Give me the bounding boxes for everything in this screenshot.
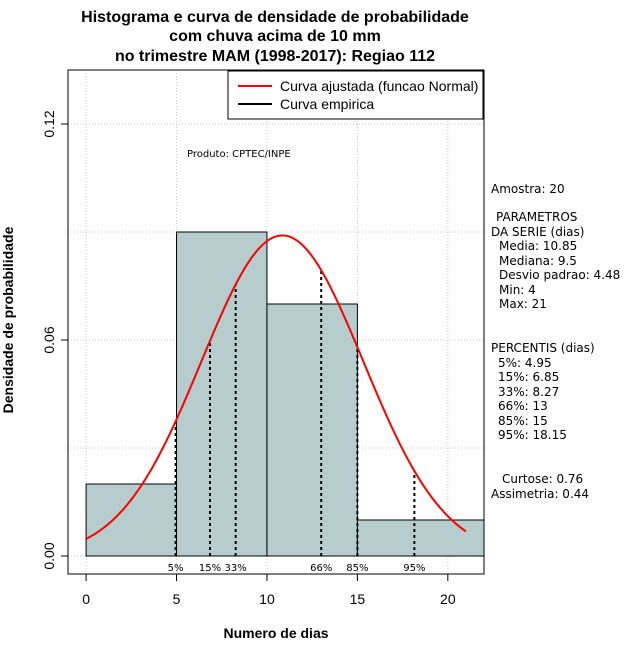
perc-5: 5%: 4.95: [498, 356, 552, 370]
chart-title-line-1: Histograma e curva de densidade de proba…: [81, 9, 469, 26]
percentile-label: 33%: [225, 563, 247, 574]
x-tick-label: 20: [440, 591, 456, 607]
x-tick-label: 10: [259, 591, 275, 607]
y-tick-label: 0.00: [41, 542, 57, 569]
perc-85: 85%: 15: [498, 414, 548, 428]
legend: Curva ajustada (funcao Normal) Curva emp…: [227, 70, 484, 120]
normal-curve: [85, 234, 467, 540]
param-min: Min: 4: [499, 283, 536, 297]
x-axis-label: Numero de dias: [223, 625, 328, 641]
percentile-label: 85%: [346, 563, 368, 574]
chart-title-line-2: com chuva acima de 10 mm: [169, 28, 381, 45]
y-axis-label: Densidade de probabilidade: [0, 226, 16, 413]
percentile-markers: 5% 15% 33% 66% 85% 95%: [168, 270, 425, 574]
x-tick-label: 5: [173, 591, 181, 607]
sample-size: Amostra: 20: [491, 182, 565, 196]
params-title-1: PARAMETROS: [496, 210, 577, 224]
skewness: Assimetria: 0.44: [491, 487, 589, 501]
percentile-label: 95%: [403, 563, 425, 574]
histogram-bar: [85, 483, 178, 557]
param-desvio: Desvio padrao: 4.48: [499, 268, 620, 282]
histogram-bar: [356, 519, 485, 557]
percentile-label: 15%: [199, 563, 221, 574]
param-mediana: Mediana: 9.5: [499, 254, 577, 268]
legend-label-empirical: Curva empirica: [280, 96, 374, 112]
x-tick-label: 15: [350, 591, 366, 607]
x-tick-label: 0: [82, 591, 90, 607]
param-media: Media: 10.85: [499, 239, 577, 253]
percentile-label: 66%: [310, 563, 332, 574]
chart-title-line-3: no trimestre MAM (1998-2017): Regiao 112: [115, 48, 435, 65]
credit-text: Produto: CPTEC/INPE: [187, 149, 291, 160]
legend-label-normal: Curva ajustada (funcao Normal): [280, 78, 478, 94]
legend-box: [227, 70, 484, 120]
param-max: Max: 21: [499, 297, 547, 311]
histogram-bar: [176, 231, 268, 557]
perc-33: 33%: 8.27: [498, 385, 559, 399]
perc-95: 95%: 18.15: [498, 428, 567, 442]
params-title-2: DA SERIE (dias): [491, 225, 584, 239]
perc-66: 66%: 13: [498, 399, 548, 413]
histogram-bar: [266, 303, 358, 557]
plot-frame: [67, 69, 485, 575]
stats-panel: Amostra: 20 PARAMETROS DA SERIE (dias) M…: [491, 182, 620, 501]
histogram-bars: [85, 231, 485, 557]
percentile-label: 5%: [168, 563, 184, 574]
perc-15: 15%: 6.85: [498, 370, 559, 384]
y-tick-label: 0.06: [41, 326, 57, 353]
y-tick-label: 0.12: [41, 110, 57, 137]
percentiles-title: PERCENTIS (dias): [491, 341, 595, 355]
kurtosis: Curtose: 0.76: [502, 472, 583, 486]
